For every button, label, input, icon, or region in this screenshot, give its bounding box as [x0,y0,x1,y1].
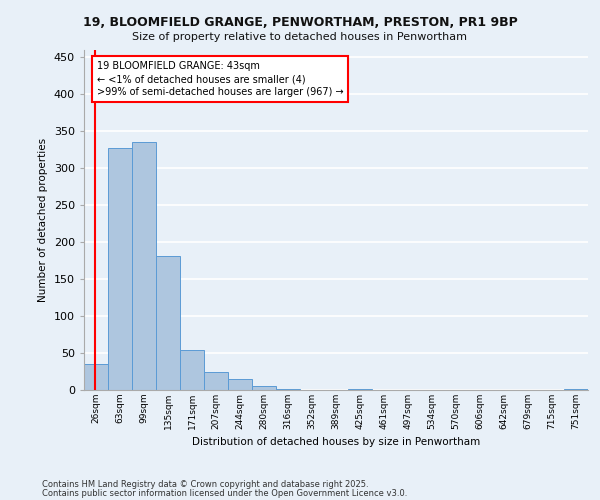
Text: Size of property relative to detached houses in Penwortham: Size of property relative to detached ho… [133,32,467,42]
Text: 19, BLOOMFIELD GRANGE, PENWORTHAM, PRESTON, PR1 9BP: 19, BLOOMFIELD GRANGE, PENWORTHAM, PREST… [83,16,517,29]
Bar [228,379,252,390]
Bar [204,372,228,390]
Bar [84,364,108,390]
Bar [180,350,204,390]
Text: Contains public sector information licensed under the Open Government Licence v3: Contains public sector information licen… [42,489,407,498]
X-axis label: Distribution of detached houses by size in Penwortham: Distribution of detached houses by size … [192,438,480,448]
Bar [108,148,132,390]
Bar [156,256,180,390]
Y-axis label: Number of detached properties: Number of detached properties [38,138,48,302]
Bar [132,142,156,390]
Text: 19 BLOOMFIELD GRANGE: 43sqm
← <1% of detached houses are smaller (4)
>99% of sem: 19 BLOOMFIELD GRANGE: 43sqm ← <1% of det… [97,61,344,98]
Bar [252,386,276,390]
Text: Contains HM Land Registry data © Crown copyright and database right 2025.: Contains HM Land Registry data © Crown c… [42,480,368,489]
